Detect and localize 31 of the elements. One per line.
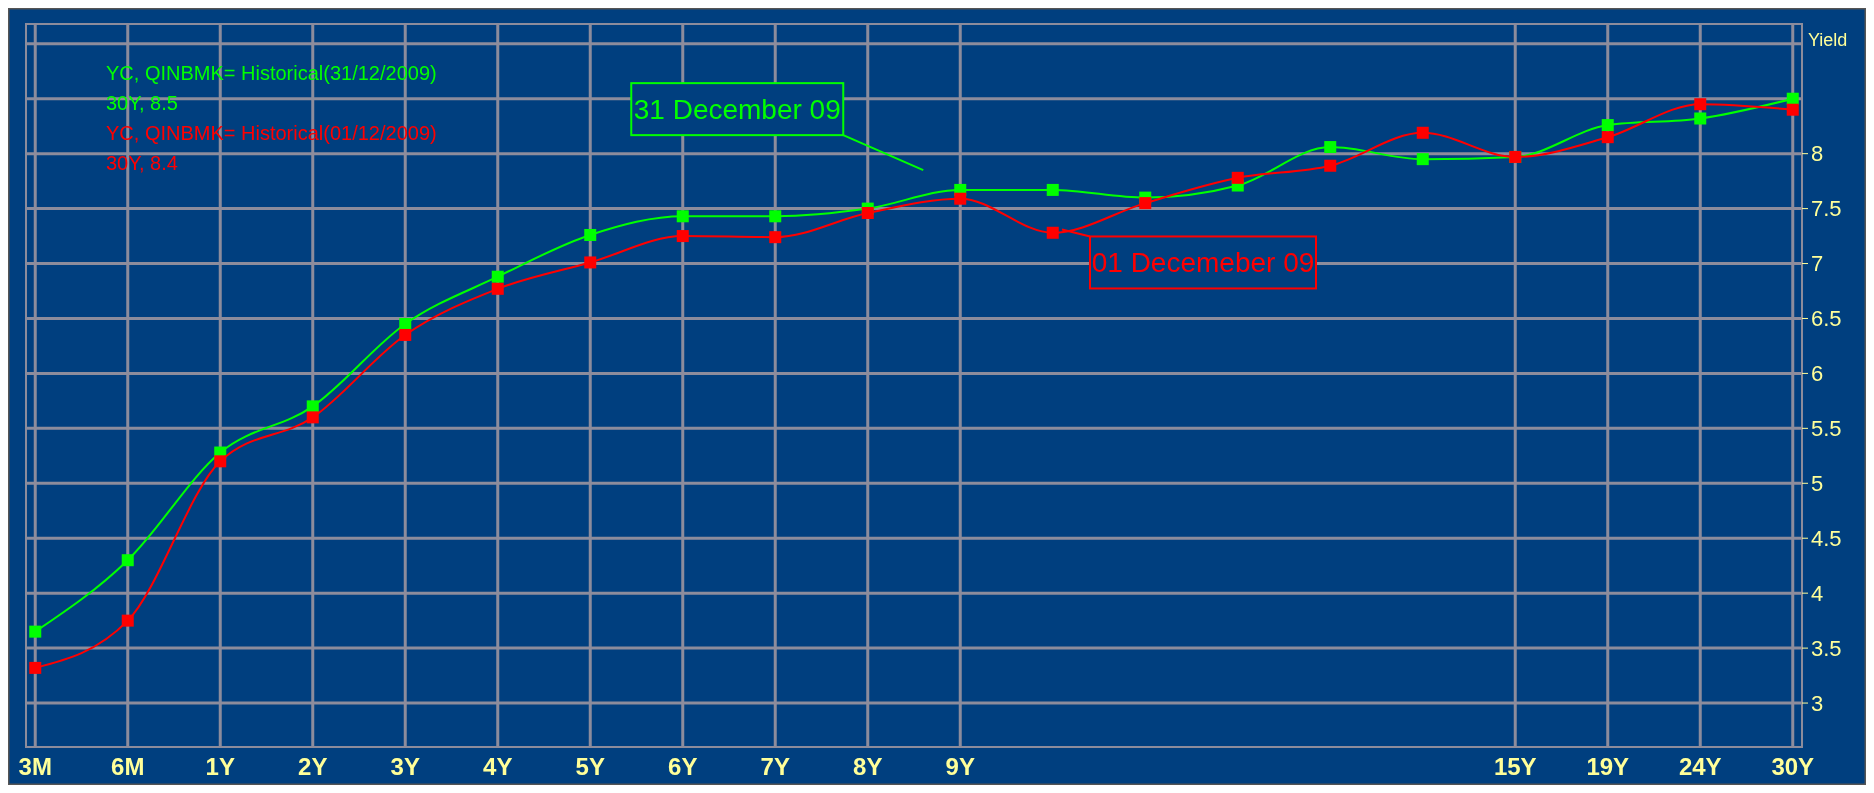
text: YC, QINBMK= Historical(01/12/2009)	[106, 122, 437, 144]
x-tick-label: 8Y	[853, 753, 883, 780]
x-tick-label: 3M	[18, 753, 52, 780]
x-tick-label: 3Y	[390, 753, 420, 780]
y-tick-label: 6	[1811, 361, 1824, 387]
y-tick-label: 7	[1811, 251, 1824, 277]
y-tick-label: 8	[1811, 141, 1824, 167]
y-tick-label: 7.5	[1811, 196, 1842, 222]
y-axis-title: Yield	[1808, 30, 1848, 50]
x-tick-label: 4Y	[483, 753, 513, 780]
y-tick-label: 5.5	[1811, 416, 1842, 442]
x-tick-label: 9Y	[945, 753, 975, 780]
x-tick-label: 15Y	[1493, 753, 1537, 780]
x-tick-label: 6Y	[668, 753, 698, 780]
x-tick-label: 6M	[111, 753, 145, 780]
x-tick-label: 19Y	[1586, 753, 1630, 780]
annotation: 01 Decemeber 09	[1091, 247, 1315, 279]
x-tick-label: 1Y	[205, 753, 235, 780]
y-tick-label: 4.5	[1811, 525, 1842, 551]
x-tick-label: 5Y	[575, 753, 605, 780]
x-tick-label: 24Y	[1678, 753, 1722, 780]
y-tick-label: 3.5	[1811, 635, 1842, 661]
annotation: 30Y, 8.4	[106, 152, 178, 174]
y-tick-label: 5	[1811, 470, 1824, 496]
x-tick-label: 2Y	[298, 753, 328, 780]
y-tick-label: 6.5	[1811, 306, 1842, 332]
y-tick-label: 4	[1811, 580, 1824, 606]
x-tick-label: 30Y	[1771, 753, 1815, 780]
x-tick-label: 7Y	[760, 753, 790, 780]
annotation: 31 December 09	[633, 93, 841, 125]
y-tick-label: 3	[1811, 690, 1824, 716]
